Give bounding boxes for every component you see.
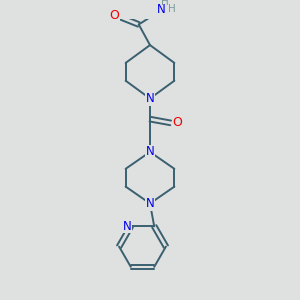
Text: H: H [161, 0, 169, 7]
Text: N: N [146, 197, 154, 210]
Text: N: N [157, 3, 166, 16]
Text: N: N [146, 146, 154, 158]
Text: N: N [123, 220, 131, 233]
Text: H: H [168, 4, 176, 14]
Text: N: N [146, 92, 154, 105]
Text: O: O [110, 9, 119, 22]
Text: O: O [172, 116, 182, 129]
